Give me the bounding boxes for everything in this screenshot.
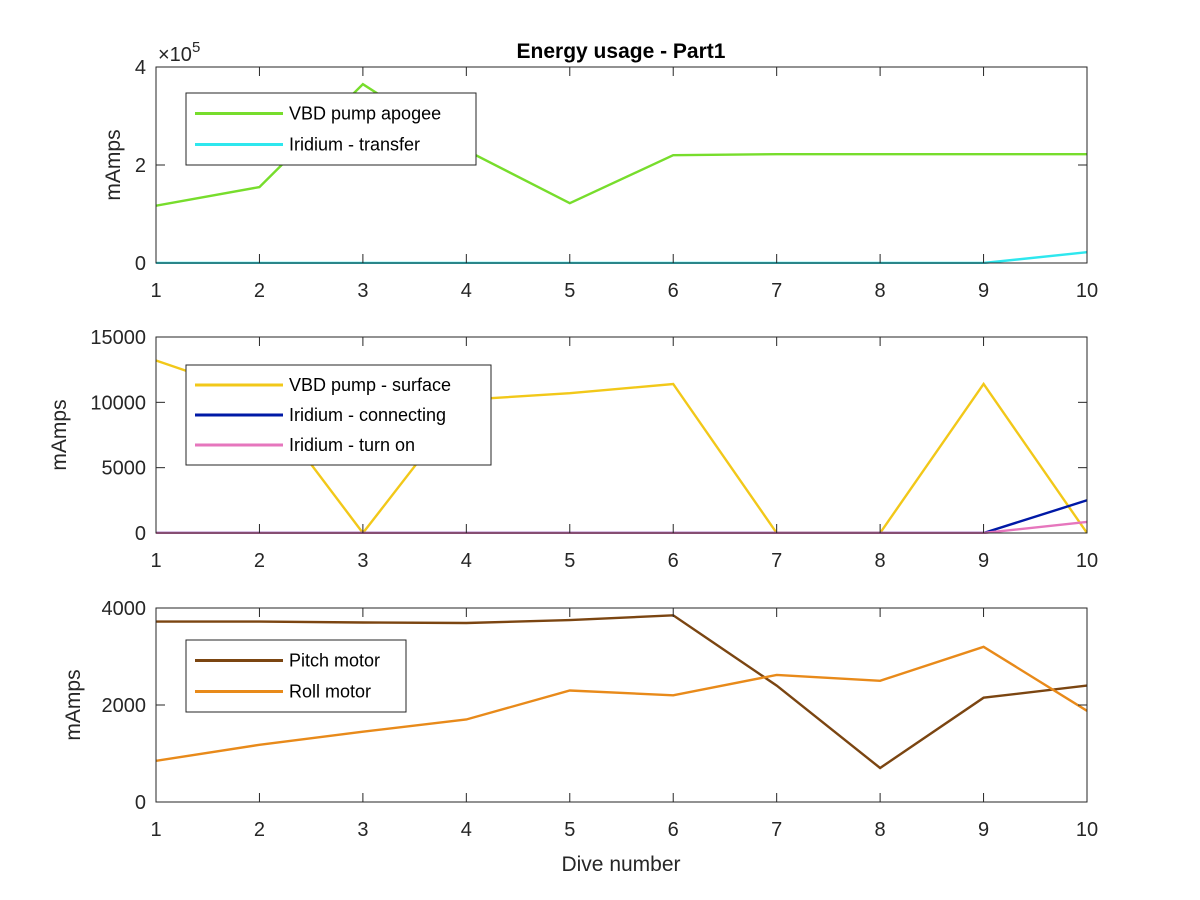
x-tick-label: 5 <box>564 280 575 302</box>
x-tick-label: 7 <box>771 819 782 841</box>
subplot-3: 1 2 3 4 5 6 7 8 9 10 0 2000 4000 mAmps Pitch motor Roll… <box>62 598 1098 841</box>
legend-entry-label: Pitch motor <box>289 651 380 671</box>
x-tick-label: 2 <box>254 819 265 841</box>
y-tick-label: 5000 <box>102 458 147 480</box>
x-tick-label: 1 <box>150 280 161 302</box>
x-tick-label: 1 <box>150 550 161 572</box>
x-tick-label: 1 <box>150 819 161 841</box>
y-tick-label: 4000 <box>102 598 147 620</box>
x-tick-label: 2 <box>254 550 265 572</box>
y-axis-label: mAmps <box>102 129 125 200</box>
x-tick-label: 10 <box>1076 819 1098 841</box>
x-tick-label: 8 <box>875 550 886 572</box>
y-tick-label: 2 <box>135 155 146 177</box>
x-tick-label: 9 <box>978 550 989 572</box>
legend-box <box>185 639 407 713</box>
y-axis-label: mAmps <box>48 399 71 470</box>
y-tick-label: 4 <box>135 57 146 79</box>
x-tick-label: 8 <box>875 819 886 841</box>
x-tick-label: 6 <box>668 550 679 572</box>
x-tick-label: 6 <box>668 280 679 302</box>
y-tick-label: 0 <box>135 253 146 275</box>
x-tick-label: 4 <box>461 280 472 302</box>
legend-box <box>185 92 477 166</box>
series-line-pitch-motor <box>156 614 1087 770</box>
x-tick-label: 3 <box>357 280 368 302</box>
legend-entry-label: Iridium - connecting <box>289 405 446 425</box>
x-tick-label: 9 <box>978 819 989 841</box>
x-tick-label: 9 <box>978 280 989 302</box>
legend: VBD pump apogee Iridium - transfer <box>185 92 477 166</box>
x-tick-label: 10 <box>1076 280 1098 302</box>
y-tick-label: 10000 <box>90 392 146 414</box>
y-tick-label: 0 <box>135 792 146 814</box>
y-axis-label: mAmps <box>62 669 85 740</box>
x-tick-label: 3 <box>357 819 368 841</box>
series-lines <box>156 614 1087 770</box>
x-tick-label: 4 <box>461 550 472 572</box>
x-tick-label: 2 <box>254 280 265 302</box>
y-tick-label: 0 <box>135 523 146 545</box>
y-tick-label: 15000 <box>90 327 146 349</box>
subplot-2: 1 2 3 4 5 6 7 8 9 10 0 5000 10000 15000 mAmps VBD pump … <box>48 327 1098 572</box>
legend-entry-label: VBD pump apogee <box>289 104 441 124</box>
figure-title: Energy usage - Part1 <box>517 40 726 63</box>
x-tick-label: 10 <box>1076 550 1098 572</box>
x-tick-label: 5 <box>564 550 575 572</box>
legend: VBD pump - surface Iridium - connecting Ir… <box>185 364 492 466</box>
x-tick-label: 8 <box>875 280 886 302</box>
x-axis-label: Dive number <box>561 853 680 876</box>
x-tick-label: 3 <box>357 550 368 572</box>
x-tick-label: 7 <box>771 280 782 302</box>
legend-entry-label: Roll motor <box>289 682 371 702</box>
x-tick-label: 4 <box>461 819 472 841</box>
legend-entry-label: Iridium - transfer <box>289 135 420 155</box>
y-tick-label: 2000 <box>102 695 147 717</box>
legend-entry-label: Iridium - turn on <box>289 435 415 455</box>
legend-entry-label: VBD pump - surface <box>289 375 451 395</box>
x-tick-label: 5 <box>564 819 575 841</box>
series-line-roll-motor <box>156 645 1087 762</box>
y-exponent-power: 5 <box>192 39 200 56</box>
axes-box <box>155 336 1088 534</box>
x-tick-label: 7 <box>771 550 782 572</box>
x-tick-label: 6 <box>668 819 679 841</box>
legend: Pitch motor Roll motor <box>185 639 407 713</box>
